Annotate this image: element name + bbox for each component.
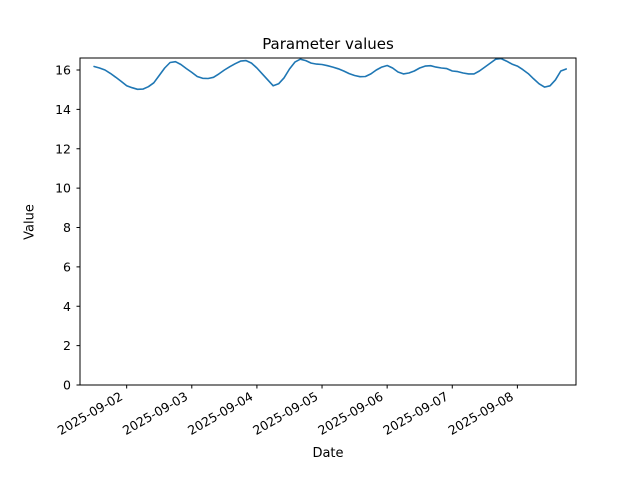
y-tick-label: 0 [63, 378, 71, 393]
x-tick-label: 2025-09-07 [380, 389, 450, 438]
y-tick-label: 2 [63, 338, 71, 353]
x-tick-label: 2025-09-05 [250, 389, 320, 438]
data-line-parameter-values [93, 57, 568, 91]
plot-border [79, 57, 577, 386]
x-tick-label: 2025-09-02 [55, 389, 125, 438]
y-tick-label: 14 [55, 102, 71, 117]
y-tick-label: 10 [55, 181, 71, 196]
y-tick-label: 6 [63, 259, 71, 274]
y-tick-label: 16 [55, 63, 71, 78]
chart-title: Parameter values [262, 35, 394, 53]
x-tick-label: 2025-09-04 [185, 389, 255, 438]
x-tick-label: 2025-09-08 [445, 389, 515, 438]
x-tick-label: 2025-09-06 [315, 389, 385, 438]
y-axis-label: Value [22, 204, 37, 240]
x-tick-label: 2025-09-03 [120, 389, 190, 438]
y-tick-label: 12 [55, 141, 71, 156]
x-axis-label: Date [312, 446, 344, 461]
y-tick-label: 4 [63, 299, 71, 314]
y-tick-label: 8 [63, 220, 71, 235]
